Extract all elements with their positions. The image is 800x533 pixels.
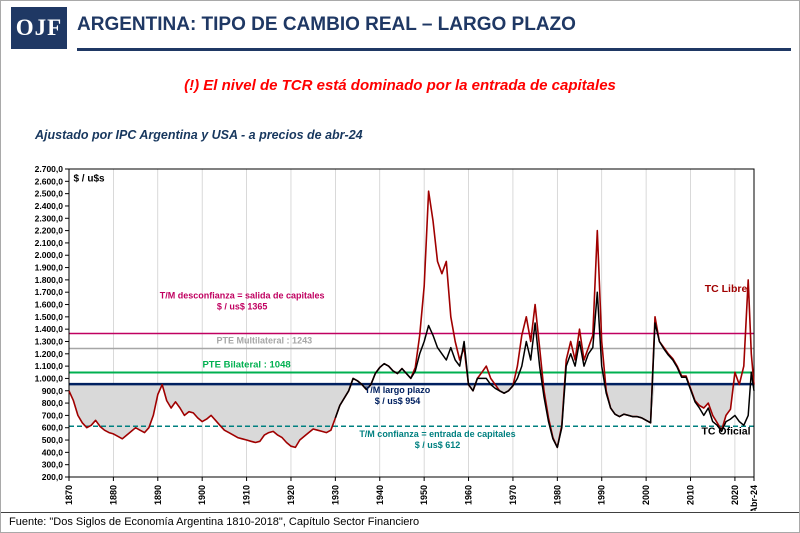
x-tick-label: 1980 [552, 485, 562, 505]
y-tick-label: 900,0 [42, 386, 64, 396]
capital-inflow-shaded-area [69, 384, 754, 448]
y-tick-label: 2.500,0 [35, 189, 64, 199]
y-tick-label: 1.100,0 [35, 361, 64, 371]
footer-rule [1, 512, 799, 513]
tm-confianza-label: T/M confianza = entrada de capitales $ / … [359, 429, 515, 450]
tm-largo-plazo-label: T/M largo plazo $ / us$ 954 [365, 385, 431, 406]
y-tick-label: 2.600,0 [35, 176, 64, 186]
page-title: ARGENTINA: TIPO DE CAMBIO REAL – LARGO P… [77, 14, 576, 35]
tm-desconfianza-label: T/M desconfianza = salida de capitales $ … [160, 290, 325, 311]
pte-multilateral-label: PTE Multilateral : 1243 [217, 335, 313, 345]
x-tick-label: 1870 [64, 485, 74, 505]
y-axis-unit-label: $ / u$s [73, 173, 105, 184]
y-tick-label: 2.200,0 [35, 226, 64, 236]
y-tick-label: 1.200,0 [35, 349, 64, 359]
y-tick-label: 400,0 [42, 447, 64, 457]
x-tick-label: 1900 [197, 485, 207, 505]
tc-oficial-label: TC Oficial [702, 425, 751, 437]
y-tick-label: 300,0 [42, 460, 64, 470]
x-tick-label: 2000 [641, 485, 651, 505]
y-tick-label: 1.800,0 [35, 275, 64, 285]
pte-bilateral-label: PTE Bilateral : 1048 [202, 359, 290, 370]
y-tick-label: 800,0 [42, 398, 64, 408]
exchange-rate-chart: 200,0 300,0 400,0 500,0 600,0 700,0 800,0 900,0… [35, 164, 759, 511]
x-tick-label: 1960 [464, 485, 474, 505]
y-tick-label: 1.300,0 [35, 336, 64, 346]
x-tick-label: 2020 [730, 485, 740, 505]
tc-libre-label: TC Libre [705, 283, 748, 295]
x-tick-label: Abr-24 [749, 485, 759, 511]
y-tick-label: 2.400,0 [35, 201, 64, 211]
x-tick-label: 1920 [286, 485, 296, 505]
y-tick-label: 700,0 [42, 410, 64, 420]
x-tick-label: 1880 [108, 485, 118, 505]
y-tick-label: 1.900,0 [35, 263, 64, 273]
title-rule [77, 48, 791, 51]
y-tick-label: 200,0 [42, 472, 64, 482]
x-tick-label: 1940 [375, 485, 385, 505]
source-note: Fuente: "Dos Siglos de Economía Argentin… [9, 516, 420, 528]
x-tick-label: 2010 [686, 485, 696, 505]
y-tick-label: 1.500,0 [35, 312, 64, 322]
x-tick-label: 1990 [597, 485, 607, 505]
ojf-logo-text: OJF [15, 15, 63, 40]
y-tick-label: 1.600,0 [35, 300, 64, 310]
y-tick-label: 2.300,0 [35, 213, 64, 223]
x-tick-label: 1910 [242, 485, 252, 505]
y-tick-label: 2.000,0 [35, 250, 64, 260]
y-tick-label: 1.700,0 [35, 287, 64, 297]
x-tick-label: 1890 [153, 485, 163, 505]
y-tick-label: 500,0 [42, 435, 64, 445]
x-tick-label: 1970 [508, 485, 518, 505]
tc-oficial-line [334, 291, 755, 449]
plot-border [68, 168, 755, 478]
y-tick-label: 1.400,0 [35, 324, 64, 334]
y-tick-label: 1.000,0 [35, 373, 64, 383]
x-tick-label: 1950 [419, 485, 429, 505]
ojf-logo: OJF [11, 7, 67, 49]
y-tick-label: 2.700,0 [35, 164, 64, 174]
subtitle: (!) El nivel de TCR está dominado por la… [184, 77, 616, 94]
x-tick-label: 1930 [330, 485, 340, 505]
adjustment-note: Ajustado por IPC Argentina y USA - a pre… [35, 128, 363, 142]
y-tick-label: 2.100,0 [35, 238, 64, 248]
y-tick-label: 600,0 [42, 423, 64, 433]
